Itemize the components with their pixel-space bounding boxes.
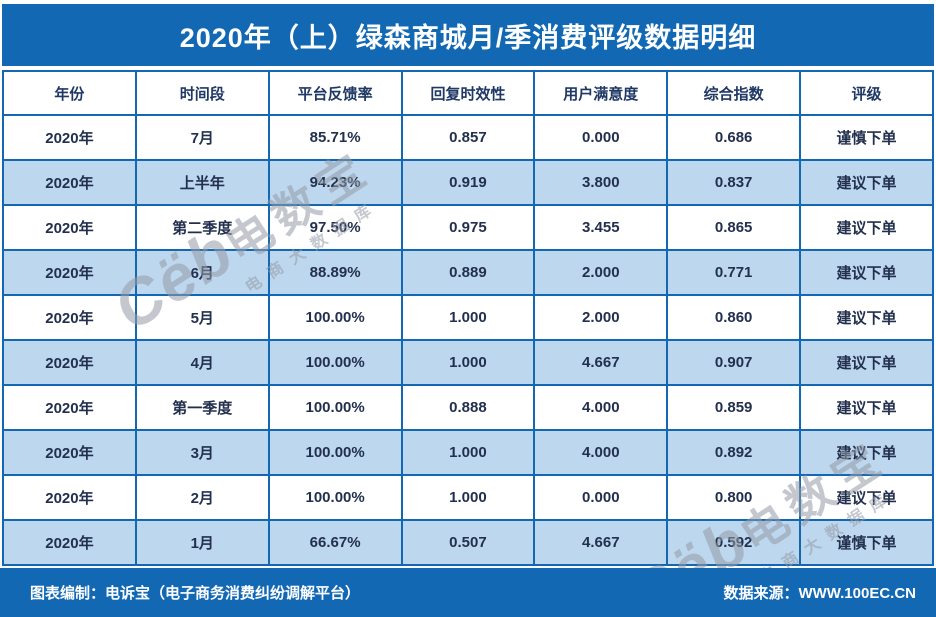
- table-row: 2020年 6月 88.89% 0.889 2.000 0.771 建议下单: [2, 249, 934, 296]
- table-cell: 2020年: [2, 474, 137, 521]
- table-cell: 0.000: [533, 474, 669, 521]
- table-cell: 2020年: [2, 339, 137, 386]
- table-cell: 3.455: [533, 204, 669, 251]
- table-row: 2020年 2月 100.00% 1.000 0.000 0.800 建议下单: [2, 474, 934, 521]
- rating-table: 年份 时间段 平台反馈率 回复时效性 用户满意度 综合指数 评级 2020年 7月 85.71%…: [2, 70, 934, 566]
- table-cell: 7月: [134, 114, 270, 161]
- table-cell: 2020年: [2, 384, 137, 431]
- table-cell: 4月: [134, 339, 270, 386]
- table-cell: 0.889: [400, 249, 536, 296]
- table-cell: 0.888: [400, 384, 536, 431]
- table-cell: 2020年: [2, 114, 137, 161]
- table-cell: 4.667: [533, 519, 669, 566]
- table-row: 2020年 5月 100.00% 1.000 2.000 0.860 建议下单: [2, 294, 934, 341]
- table-cell: 100.00%: [267, 294, 403, 341]
- table-cell: 建议下单: [799, 249, 934, 296]
- table-row: 2020年 3月 100.00% 1.000 4.000 0.892 建议下单: [2, 429, 934, 476]
- table-cell: 0.686: [666, 114, 802, 161]
- table-cell: 1.000: [400, 474, 536, 521]
- table-cell: 上半年: [134, 159, 270, 206]
- column-header: 时间段: [134, 70, 270, 116]
- table-cell: 谨慎下单: [799, 519, 934, 566]
- table-cell: 建议下单: [799, 204, 934, 251]
- table-body: 2020年 7月 85.71% 0.857 0.000 0.686 谨慎下单 2020年 上半年…: [2, 114, 934, 566]
- footer-credit: 图表编制：电诉宝（电子商务消费纠纷调解平台）: [30, 585, 361, 602]
- table-cell: 2020年: [2, 249, 137, 296]
- table-cell: 1月: [134, 519, 270, 566]
- footer-source: 数据来源：WWW.100EC.CN: [723, 585, 916, 602]
- table-cell: 100.00%: [267, 429, 403, 476]
- page-title: 2020年（上）绿森商城月/季消费评级数据明细: [2, 4, 934, 66]
- table-cell: 100.00%: [267, 384, 403, 431]
- table-header-row: 年份 时间段 平台反馈率 回复时效性 用户满意度 综合指数 评级: [2, 70, 934, 116]
- table-cell: 0.000: [533, 114, 669, 161]
- table-cell: 3.800: [533, 159, 669, 206]
- table-cell: 0.837: [666, 159, 802, 206]
- table-cell: 5月: [134, 294, 270, 341]
- table-row: 2020年 1月 66.67% 0.507 4.667 0.592 谨慎下单: [2, 519, 934, 566]
- table-cell: 0.860: [666, 294, 802, 341]
- table-cell: 66.67%: [267, 519, 403, 566]
- table-row: 2020年 7月 85.71% 0.857 0.000 0.686 谨慎下单: [2, 114, 934, 161]
- table-row: 2020年 第一季度 100.00% 0.888 4.000 0.859 建议下单: [2, 384, 934, 431]
- table-cell: 1.000: [400, 294, 536, 341]
- table-cell: 2020年: [2, 204, 137, 251]
- table-cell: 0.507: [400, 519, 536, 566]
- table-cell: 建议下单: [799, 159, 934, 206]
- table-cell: 0.919: [400, 159, 536, 206]
- table-row: 2020年 上半年 94.23% 0.919 3.800 0.837 建议下单: [2, 159, 934, 206]
- table-cell: 2020年: [2, 159, 137, 206]
- column-header: 年份: [2, 70, 137, 116]
- table-cell: 第二季度: [134, 204, 270, 251]
- column-header: 用户满意度: [533, 70, 669, 116]
- table-cell: 88.89%: [267, 249, 403, 296]
- table-cell: 建议下单: [799, 474, 934, 521]
- table-cell: 4.667: [533, 339, 669, 386]
- table-cell: 6月: [134, 249, 270, 296]
- table-cell: 2020年: [2, 519, 137, 566]
- footer-bar: 图表编制：电诉宝（电子商务消费纠纷调解平台） 数据来源：WWW.100EC.CN: [0, 568, 936, 617]
- table-cell: 0.800: [666, 474, 802, 521]
- table-header: 年份 时间段 平台反馈率 回复时效性 用户满意度 综合指数 评级: [2, 70, 934, 116]
- table-cell: 0.592: [666, 519, 802, 566]
- column-header: 平台反馈率: [267, 70, 403, 116]
- table-cell: 0.771: [666, 249, 802, 296]
- table-row: 2020年 第二季度 97.50% 0.975 3.455 0.865 建议下单: [2, 204, 934, 251]
- rating-table-container: 年份 时间段 平台反馈率 回复时效性 用户满意度 综合指数 评级 2020年 7月 85.71%…: [2, 70, 934, 566]
- table-cell: 0.975: [400, 204, 536, 251]
- table-cell: 4.000: [533, 384, 669, 431]
- table-cell: 谨慎下单: [799, 114, 934, 161]
- table-cell: 2月: [134, 474, 270, 521]
- column-header: 综合指数: [666, 70, 802, 116]
- table-cell: 94.23%: [267, 159, 403, 206]
- table-cell: 建议下单: [799, 429, 934, 476]
- table-cell: 建议下单: [799, 294, 934, 341]
- table-cell: 0.907: [666, 339, 802, 386]
- table-cell: 2020年: [2, 294, 137, 341]
- table-cell: 0.865: [666, 204, 802, 251]
- table-cell: 3月: [134, 429, 270, 476]
- table-cell: 2.000: [533, 249, 669, 296]
- table-cell: 2020年: [2, 429, 137, 476]
- table-cell: 建议下单: [799, 339, 934, 386]
- table-cell: 100.00%: [267, 339, 403, 386]
- table-cell: 1.000: [400, 339, 536, 386]
- table-cell: 0.892: [666, 429, 802, 476]
- table-cell: 85.71%: [267, 114, 403, 161]
- table-cell: 第一季度: [134, 384, 270, 431]
- table-cell: 0.859: [666, 384, 802, 431]
- column-header: 评级: [799, 70, 934, 116]
- table-row: 2020年 4月 100.00% 1.000 4.667 0.907 建议下单: [2, 339, 934, 386]
- table-cell: 0.857: [400, 114, 536, 161]
- table-cell: 1.000: [400, 429, 536, 476]
- table-cell: 4.000: [533, 429, 669, 476]
- table-cell: 建议下单: [799, 384, 934, 431]
- column-header: 回复时效性: [400, 70, 536, 116]
- table-cell: 2.000: [533, 294, 669, 341]
- table-cell: 100.00%: [267, 474, 403, 521]
- table-cell: 97.50%: [267, 204, 403, 251]
